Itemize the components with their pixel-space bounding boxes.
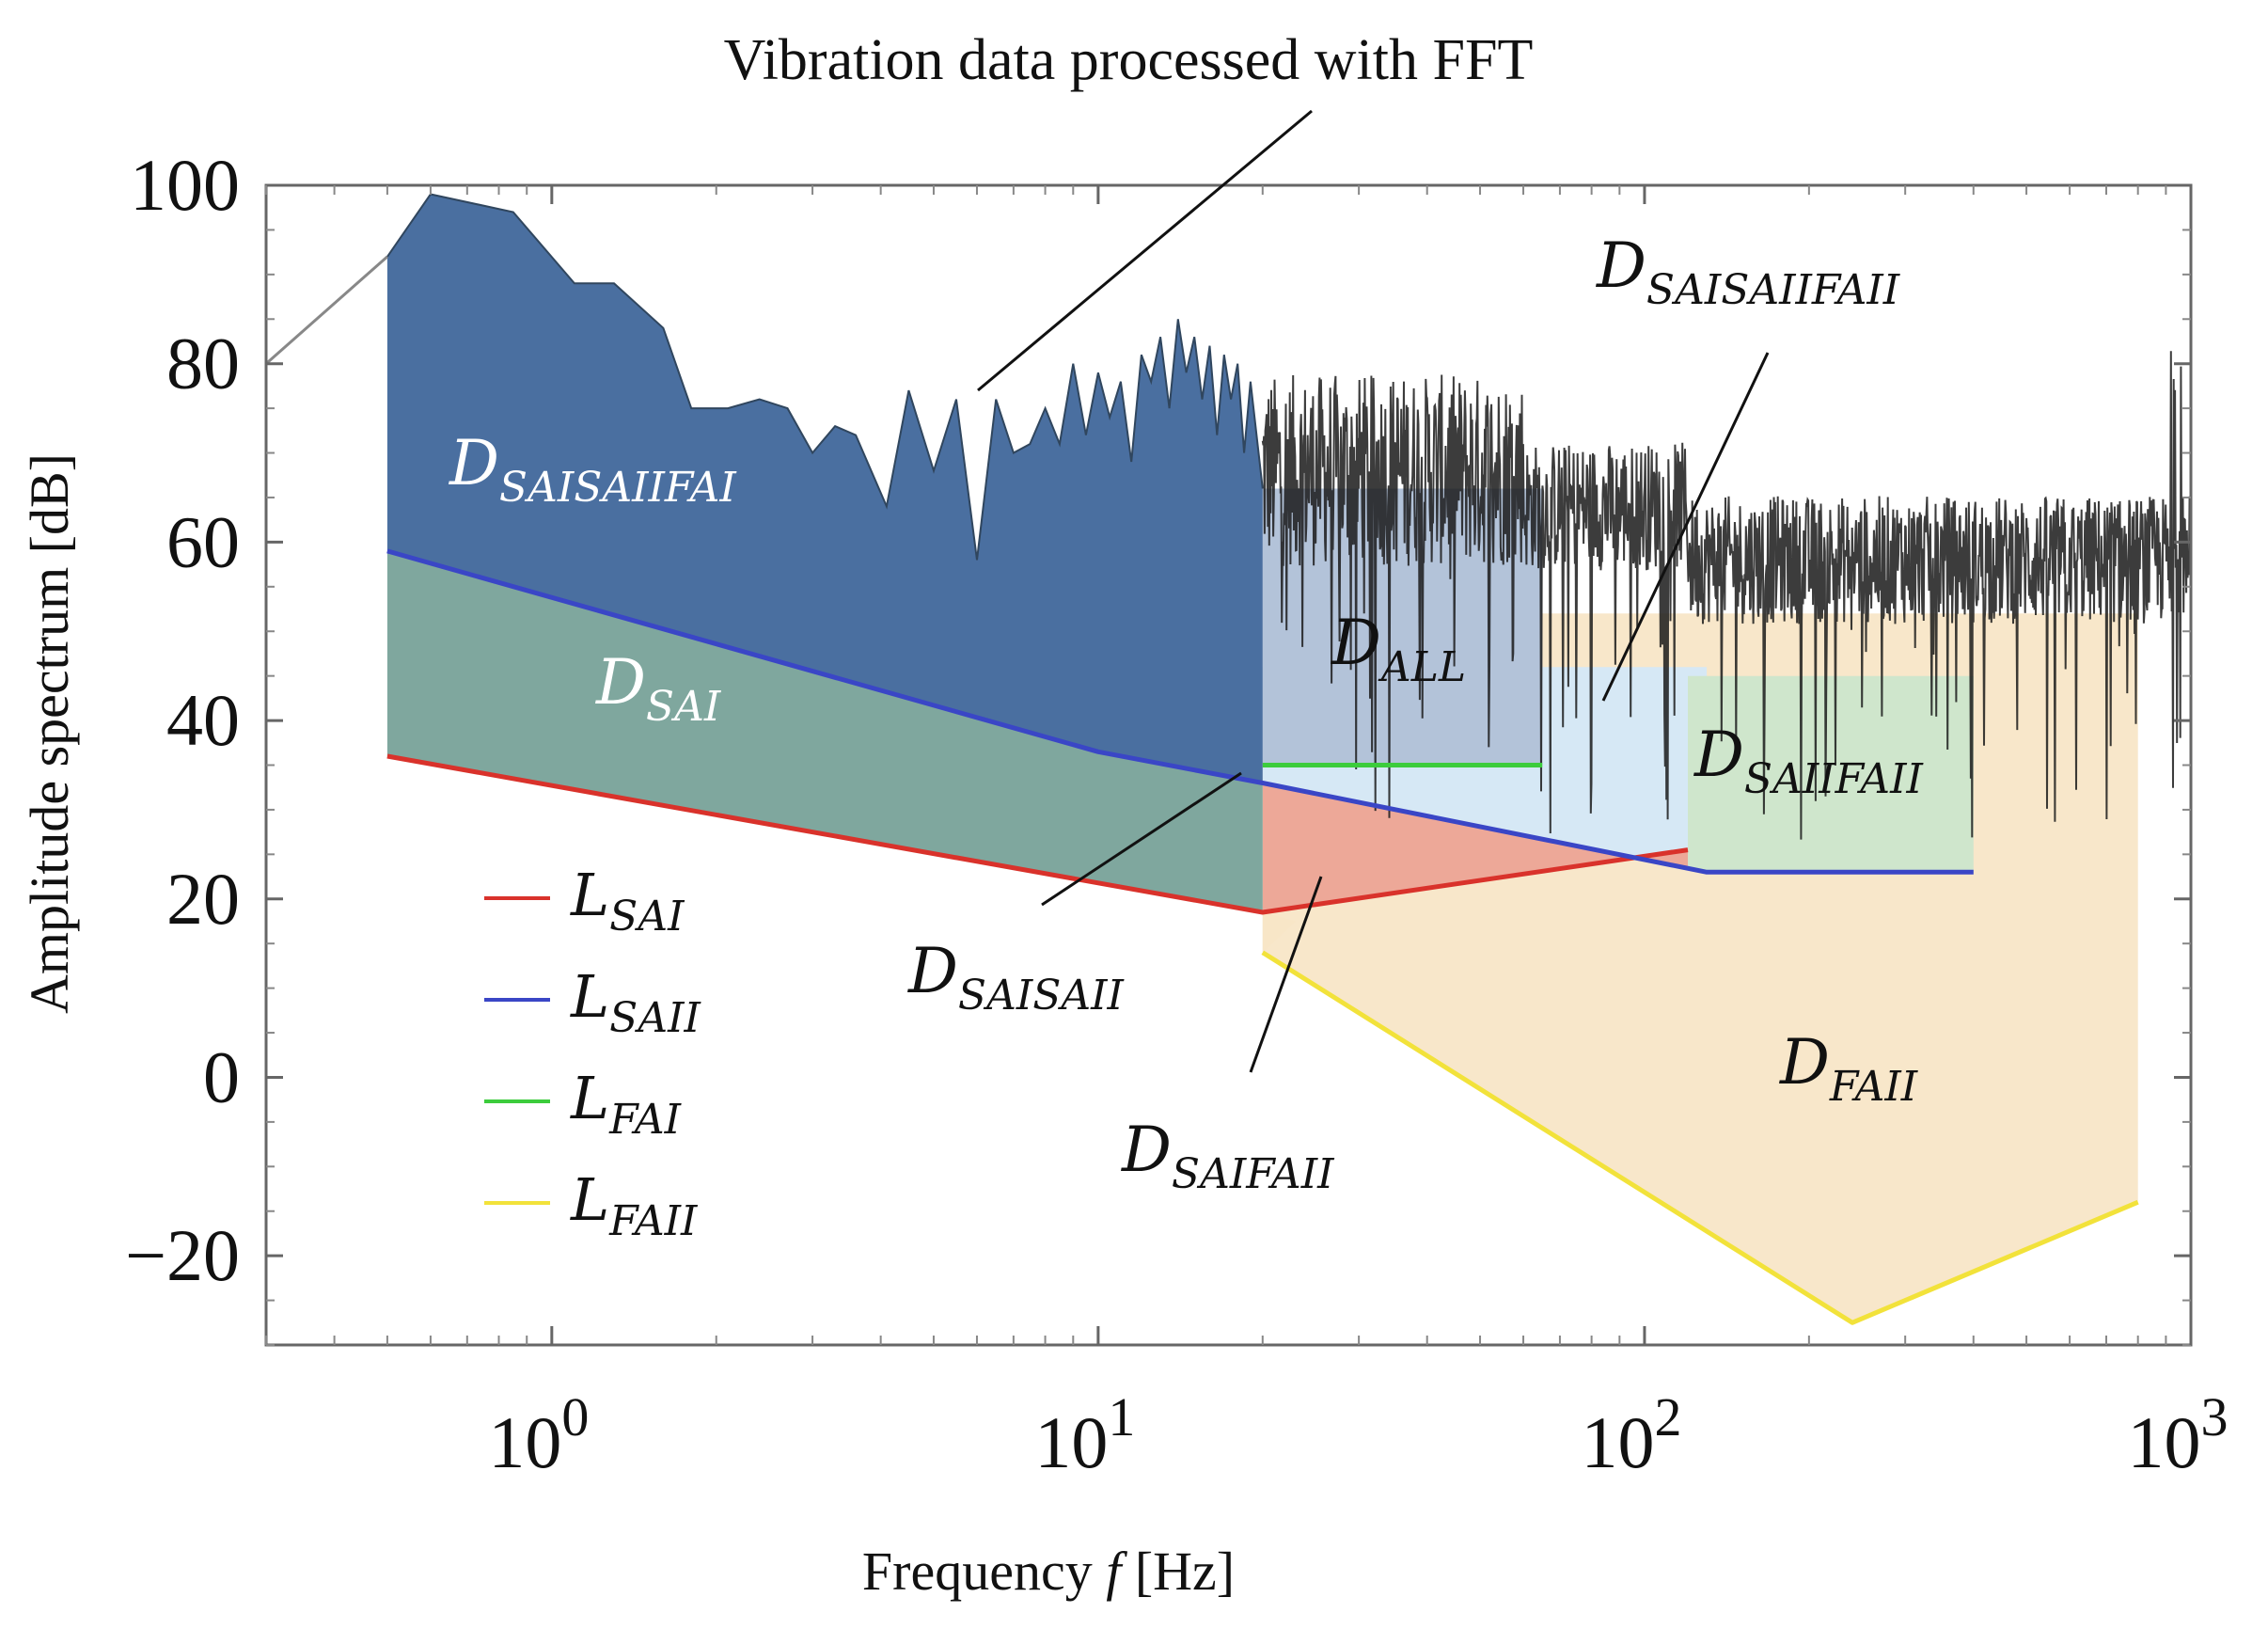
region-label-main: D [1331, 607, 1381, 679]
x-tick-label-base: 10 [2128, 1401, 2201, 1483]
region-label-d-saifaii: DSAIFAII [1121, 1114, 1335, 1198]
region-label-d-sai: DSAI [595, 646, 722, 731]
x-tick-label-exp: 2 [1654, 1386, 1681, 1447]
leader-d-saisaiifaii [1601, 352, 1770, 702]
x-tick-label: 103 [2128, 1386, 2229, 1483]
series-line-l-saii [386, 548, 1974, 875]
legend-label-sub: SAII [609, 994, 701, 1042]
region-label-sub: SAISAII [958, 972, 1126, 1020]
series-line-l-faii [1261, 950, 2139, 1325]
x-axis-title-unit: [Hz] [1135, 1541, 1235, 1602]
y-tick-label: 40 [166, 679, 240, 761]
x-tick-label-base: 10 [488, 1401, 561, 1483]
x-tick-label-base: 10 [1581, 1401, 1654, 1483]
region-d-saiifaii [1688, 675, 1974, 873]
region-label-sub: SAIIFAII [1744, 755, 1925, 803]
region-d-sai [386, 550, 1263, 912]
leader-d-saisaii [1041, 771, 1242, 907]
x-axis-title: Frequency f [Hz] [862, 1541, 1235, 1602]
leader-d-saifaii [1249, 876, 1323, 1073]
series-layer [386, 548, 2139, 1325]
legend-label-l-saii: LSAII [570, 962, 701, 1042]
y-tick-label: 60 [166, 500, 240, 582]
x-tick-label-base: 10 [1034, 1401, 1108, 1483]
legend-label-main: L [570, 861, 609, 929]
region-label-d-saisaiifai: DSAISAIIFAI [449, 427, 737, 512]
legend-label-sub: FAII [608, 1197, 699, 1245]
region-label-d-saisaii: DSAISAII [907, 935, 1126, 1020]
region-d-saisaiifai [386, 194, 1263, 783]
region-label-main: D [1596, 229, 1646, 302]
x-tick-label-exp: 1 [1108, 1386, 1135, 1447]
region-d-saifaii [1262, 783, 1688, 912]
region-label-main: D [1121, 1114, 1172, 1186]
region-label-sub: ALL [1378, 643, 1466, 691]
y-axis-title: Amplitude spectrum [dB] [19, 453, 80, 1014]
legend-label-sub: FAI [608, 1096, 682, 1144]
region-label-d-all: DALL [1331, 607, 1466, 691]
y-tick-label: 80 [166, 323, 240, 404]
y-tick-label: −20 [125, 1214, 240, 1296]
region-label-main: D [1779, 1026, 1830, 1099]
y-tick-label: 20 [166, 858, 240, 940]
region-label-sub: SAI [646, 683, 722, 731]
legend-label-main: L [570, 962, 609, 1031]
y-tick-label: 100 [130, 144, 240, 226]
region-label-main: D [595, 646, 646, 719]
region-layer [265, 193, 2138, 1322]
fft-annotation-text: Vibration data processed with FFT [724, 28, 1534, 92]
legend-label-l-sai: LSAI [570, 861, 685, 941]
legend-label-l-fai: LFAI [570, 1064, 683, 1144]
x-tick-label: 100 [488, 1386, 589, 1483]
x-axis-title-var: f [1106, 1541, 1127, 1602]
region-label-main: D [1693, 719, 1744, 791]
region-d-faii-edge [1262, 912, 1297, 953]
fft-spectrum-high [1261, 351, 2192, 840]
legend-label-main: L [570, 1064, 609, 1132]
region-label-d-saiifaii: DSAIIFAII [1693, 719, 1924, 803]
leader-fft [977, 109, 1313, 392]
region-label-main: D [907, 935, 958, 1007]
x-tick-label-exp: 0 [561, 1386, 589, 1447]
legend-label-main: L [570, 1165, 609, 1234]
y-tick-label: 0 [203, 1036, 240, 1117]
legend-label-sub: SAI [609, 893, 685, 941]
region-label-d-saisaiifaii: DSAISAIIFAII [1596, 229, 1901, 314]
fft-leading-line [265, 255, 388, 365]
region-label-sub: SAISAIIFAII [1646, 266, 1901, 314]
legend-label-l-faii: LFAII [570, 1165, 699, 1245]
x-tick-label-exp: 3 [2201, 1386, 2229, 1447]
region-label-d-faii: DFAII [1779, 1026, 1919, 1111]
region-label-sub: SAIFAII [1172, 1150, 1335, 1198]
region-label-main: D [449, 427, 499, 499]
leader-lines-layer [977, 109, 1770, 1073]
region-labels-layer: DSAISAIIFAIDSAIDALLDSAISAIIFAIIDSAIIFAII… [449, 229, 1924, 1198]
series-line-l-sai [386, 753, 1689, 915]
fft-noise-layer [1261, 351, 2192, 840]
region-label-sub: FAII [1829, 1063, 1919, 1111]
fft-outline-low [386, 193, 1264, 561]
x-axis-title-text: Frequency [862, 1541, 1093, 1602]
x-tick-label: 101 [1034, 1386, 1135, 1483]
region-label-sub: SAISAIIFAI [499, 464, 737, 512]
x-tick-label: 102 [1581, 1386, 1681, 1483]
